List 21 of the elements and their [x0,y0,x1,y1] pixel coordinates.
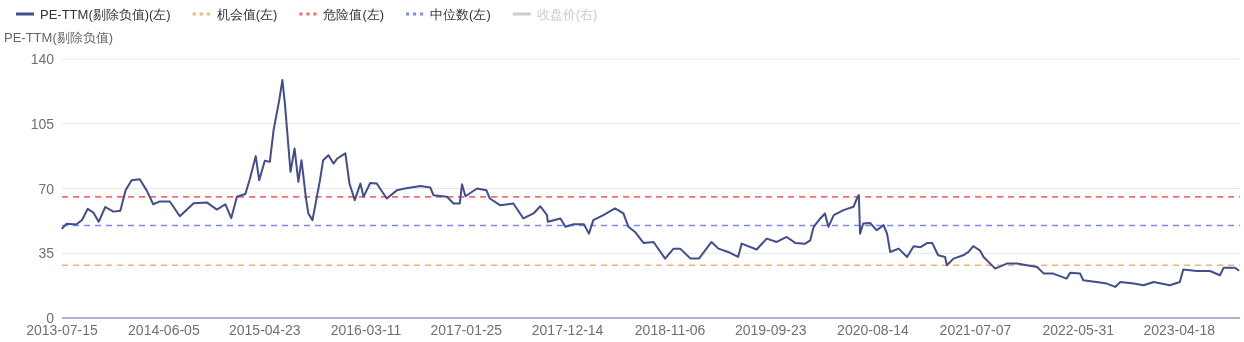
y-axis-title: PE-TTM(剔除负值) [4,30,114,45]
x-tick-label: 2020-08-14 [837,322,909,338]
x-tick-label: 2015-04-23 [229,322,301,338]
legend-label: 危险值(左) [323,7,385,22]
y-tick-label: 105 [30,115,55,132]
x-tick-label: 2014-06-05 [128,322,200,338]
y-tick-label: 70 [38,180,55,197]
line-series [61,79,1240,288]
x-tick-label: 2021-07-07 [939,322,1012,338]
x-tick-label: 2019-09-23 [734,322,807,338]
x-tick-label: 2017-01-25 [430,322,503,338]
y-tick-label: 35 [38,245,55,262]
x-tick-label: 2017-12-14 [531,322,604,338]
legend-label: PE-TTM(剔除负值)(左) [40,7,171,22]
x-tick-label: 2018-11-06 [634,322,706,338]
legend-label: 中位数(左) [430,7,491,22]
y-tick-label: 140 [30,51,55,67]
x-tick-label: 2023-04-18 [1143,322,1216,338]
x-tick-label: 2016-03-11 [330,322,402,338]
x-tick-label: 2022-05-31 [1042,322,1115,338]
legend-label: 机会值(左) [216,7,278,22]
